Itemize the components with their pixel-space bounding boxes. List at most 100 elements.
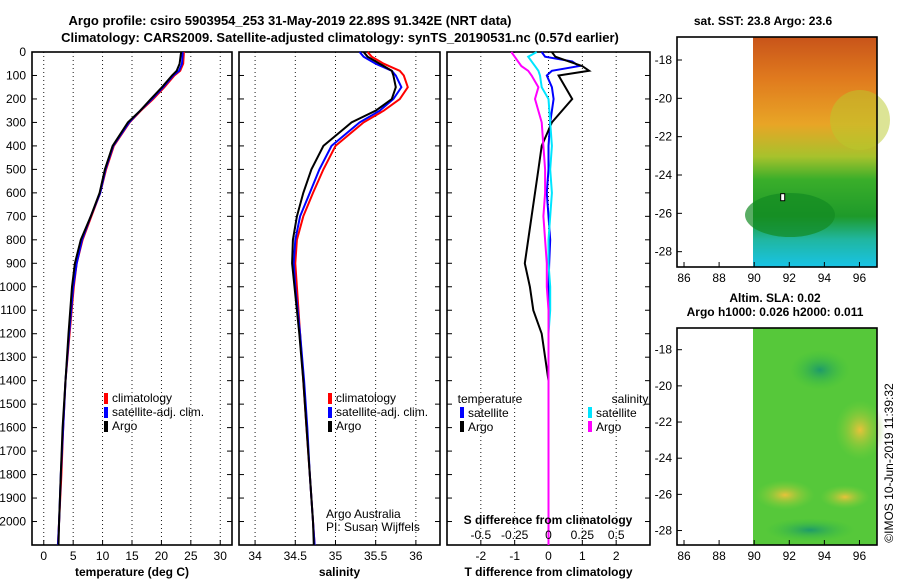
differences-xtick-label: 2 xyxy=(613,549,620,563)
temperature-xlabel: temperature (deg C) xyxy=(75,565,189,579)
imos-credit: ©IMOS 10-Jun-2019 11:39:32 xyxy=(882,383,896,543)
differences-series-salinity-argo xyxy=(510,51,550,545)
differences-xtick-label: 1 xyxy=(579,549,586,563)
depth-tick-label: 200 xyxy=(6,92,26,106)
sst_map-ytick-label: -20 xyxy=(655,91,673,105)
depth-tick-label: 1300 xyxy=(0,350,26,364)
salinity-diff-tick-label: 0 xyxy=(545,528,552,542)
sla_map-ytick-label: -22 xyxy=(655,415,673,429)
sst_map-xtick-label: 96 xyxy=(853,271,867,285)
legend-swatch xyxy=(104,393,108,404)
differences-xtick-label: -2 xyxy=(475,549,486,563)
figure-title-line1: Argo profile: csiro 5903954_253 31-May-2… xyxy=(69,13,512,28)
temperature-series-argo xyxy=(57,51,183,546)
legend-label: Argo xyxy=(112,419,138,433)
legend-sal-label: satellite xyxy=(596,406,637,420)
salinity-diff-tick-label: 0.5 xyxy=(608,528,625,542)
temperature-series-satellite-adj-clim- xyxy=(56,52,184,546)
salinity-note: PI: Susan Wijffels xyxy=(326,520,420,534)
sla-map-high-patch-3 xyxy=(820,485,870,509)
temperature-xtick-label: 20 xyxy=(155,549,169,563)
depth-tick-label: 800 xyxy=(6,233,26,247)
sst_map-frame xyxy=(676,36,878,268)
legend-label: satellite-adj. clim. xyxy=(336,405,428,419)
legend-sal-title: salinity xyxy=(612,392,649,406)
sla-map-high-patch-2 xyxy=(755,480,815,510)
temperature-xtick-label: 30 xyxy=(214,549,228,563)
depth-tick-label: 700 xyxy=(6,209,26,223)
depth-tick-label: 1200 xyxy=(0,327,26,341)
salinity-xtick-label: 34 xyxy=(248,549,262,563)
sst-map-cool-patch xyxy=(745,193,835,237)
legend-label: climatology xyxy=(112,391,172,405)
sst_map-xtick-label: 86 xyxy=(677,271,691,285)
sst-map-title: sat. SST: 23.8 Argo: 23.6 xyxy=(694,14,833,28)
temperature-frame xyxy=(31,51,233,546)
differences-xtick-label: -1 xyxy=(509,549,520,563)
sst-map-warm-patch xyxy=(830,90,890,150)
temperature-panel: 0 5 10 15 20 25 300100200300400500600700800900… xyxy=(0,45,233,579)
sla-map-high-patch-1 xyxy=(835,400,885,460)
legend-label: climatology xyxy=(336,391,396,405)
salinity-diff-tick-label: -0.5 xyxy=(470,528,491,542)
salinity-diff-tick-label: -0.25 xyxy=(501,528,529,542)
sst-map-axes: 86 88 90 92 94 96 -18 -20 -22 -24 -26 -28 xyxy=(655,36,878,285)
depth-tick-label: 100 xyxy=(6,68,26,82)
legend-temp-title: temperature xyxy=(458,392,523,406)
legend-sal-label: Argo xyxy=(596,420,622,434)
sla_map-xtick-label: 86 xyxy=(677,549,691,563)
salinity-panel: 34 34.5 35 35.5 36 salinity climatologysatelli… xyxy=(238,51,441,579)
salinity-diff-tick-label: 0.25 xyxy=(571,528,595,542)
legend-sal-swatch xyxy=(588,421,592,432)
sst-map: sat. SST: 23.8 Argo: 23.6 86 88 90 92 94 96 -1… xyxy=(655,14,890,285)
sla-map-low-patch xyxy=(790,350,850,390)
sla_map-xtick-label: 92 xyxy=(783,549,797,563)
legend-temp-label: Argo xyxy=(468,420,494,434)
depth-tick-label: 1100 xyxy=(0,303,26,317)
legend-sal-swatch xyxy=(588,407,592,418)
depth-tick-label: 1500 xyxy=(0,397,26,411)
salinity-note: Argo Australia xyxy=(326,507,401,521)
legend-swatch xyxy=(104,407,108,418)
temperature-xtick-label: 25 xyxy=(184,549,198,563)
temperature-xtick-label: 10 xyxy=(96,549,110,563)
depth-tick-label: 400 xyxy=(6,139,26,153)
legend-swatch xyxy=(328,421,332,432)
depth-tick-label: 600 xyxy=(6,186,26,200)
depth-tick-label: 0 xyxy=(19,45,26,59)
sla-map: Altim. SLA: 0.02 Argo h1000: 0.026 h2000… xyxy=(655,291,885,563)
depth-tick-label: 1800 xyxy=(0,468,26,482)
sst_map-xtick-label: 94 xyxy=(818,271,832,285)
legend-label: satellite-adj. clim. xyxy=(112,405,204,419)
depth-tick-label: 300 xyxy=(6,115,26,129)
sst_map-ytick-label: -24 xyxy=(655,168,673,182)
sla-map-low-patch-2 xyxy=(765,518,855,542)
differences-series-temperature-argo xyxy=(523,51,592,545)
salinity-series-climatology xyxy=(294,51,409,546)
depth-tick-label: 1600 xyxy=(0,421,26,435)
depth-tick-label: 2000 xyxy=(0,515,26,529)
figure-title-line2: Climatology: CARS2009. Satellite-adjuste… xyxy=(61,30,619,45)
salinity-xlabel: salinity xyxy=(319,565,361,579)
differences-xtick-label: 0 xyxy=(545,549,552,563)
temperature-series-climatology xyxy=(56,52,185,546)
legend-swatch xyxy=(328,393,332,404)
temperature-xtick-label: 5 xyxy=(70,549,77,563)
legend-temp-swatch xyxy=(460,407,464,418)
salinity-frame xyxy=(238,51,441,546)
sla_map-xtick-label: 96 xyxy=(853,549,867,563)
legend-swatch xyxy=(328,407,332,418)
sla_map-ytick-label: -28 xyxy=(655,524,673,538)
sst_map-ytick-label: -22 xyxy=(655,130,673,144)
sla-map-title-line2: Argo h1000: 0.026 h2000: 0.011 xyxy=(687,305,864,319)
temperature-xtick-label: 0 xyxy=(40,549,47,563)
sla_map-ytick-label: -20 xyxy=(655,379,673,393)
sst_map-ytick-label: -26 xyxy=(655,206,673,220)
sst_map-xtick-label: 92 xyxy=(783,271,797,285)
salinity-diff-axis-label: S difference from climatology xyxy=(464,513,633,527)
argo-position-marker xyxy=(780,193,786,202)
sla_map-xtick-label: 90 xyxy=(748,549,762,563)
legend-temp-swatch xyxy=(460,421,464,432)
salinity-xtick-label: 34.5 xyxy=(284,549,308,563)
